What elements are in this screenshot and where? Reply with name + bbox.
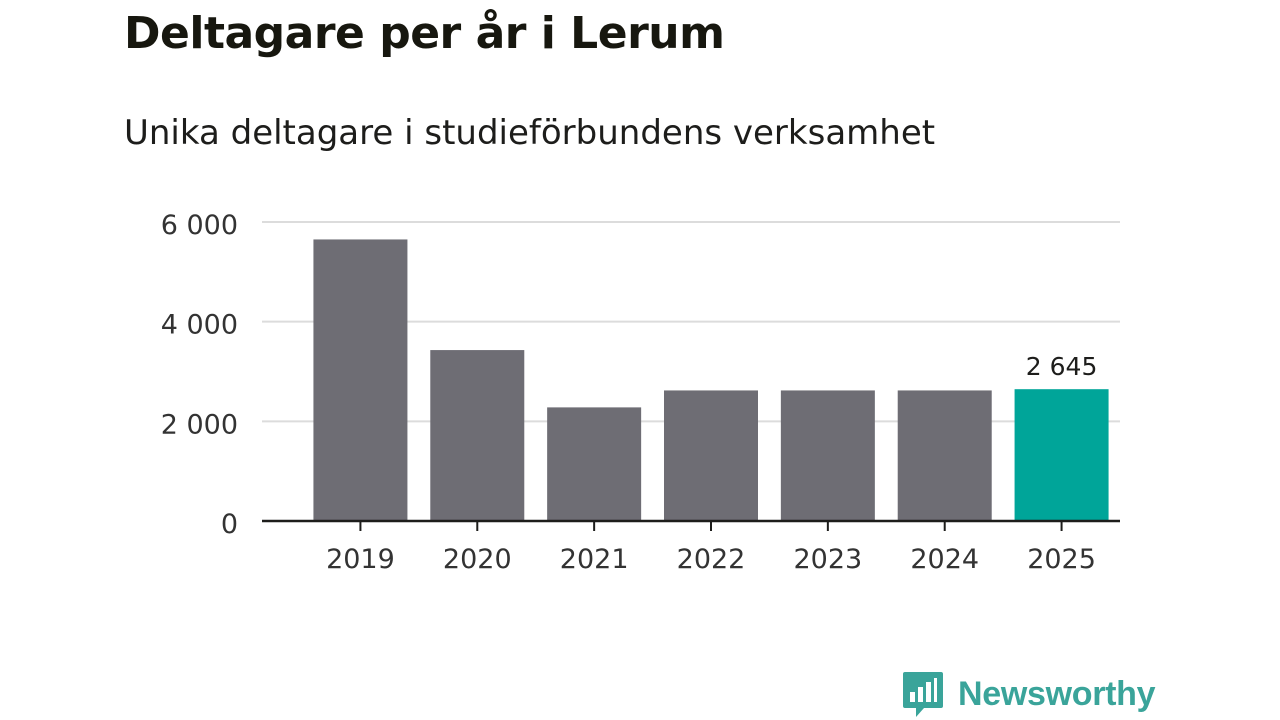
data-label: 2 645 (1026, 352, 1098, 381)
x-tick-label: 2025 (1027, 544, 1096, 575)
newsworthy-logo[interactable]: Newsworthy (902, 670, 1156, 718)
x-tick-label: 2021 (560, 544, 629, 575)
chart-title: Deltagare per år i Lerum (124, 8, 725, 59)
x-tick-label: 2023 (793, 544, 862, 575)
x-tick-label: 2024 (910, 544, 979, 575)
bar (897, 390, 992, 521)
y-tick-label: 2 000 (161, 409, 238, 440)
x-tick-label: 2019 (326, 544, 395, 575)
newsworthy-logo-icon (903, 672, 943, 717)
bar (547, 407, 642, 521)
bar-highlight (1014, 389, 1109, 521)
chart-subtitle: Unika deltagare i studieförbundens verks… (124, 113, 936, 153)
y-tick-label: 0 (221, 509, 238, 540)
bar (780, 390, 875, 521)
bar (430, 350, 525, 521)
bar (664, 390, 758, 521)
bar (313, 239, 408, 522)
x-tick-label: 2020 (443, 544, 512, 575)
newsworthy-logo-text: Newsworthy (958, 674, 1156, 713)
y-tick-label: 4 000 (161, 310, 238, 341)
x-tick-label: 2022 (677, 544, 746, 575)
y-tick-label: 6 000 (161, 210, 238, 241)
